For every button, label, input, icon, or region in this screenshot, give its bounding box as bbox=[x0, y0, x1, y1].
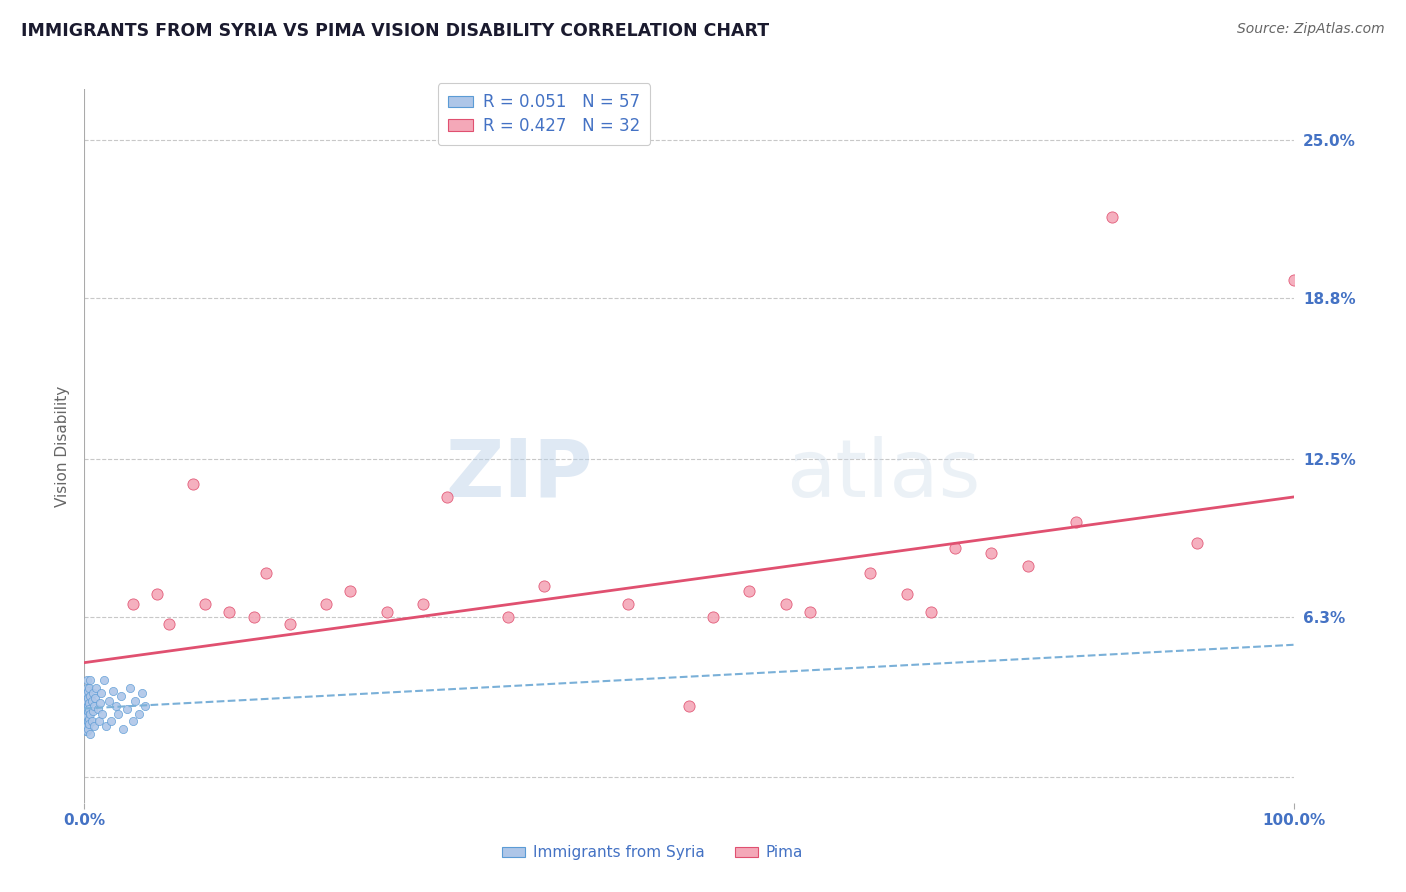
Point bbox=[77, 714, 100, 729]
Point bbox=[77, 701, 100, 715]
Point bbox=[375, 605, 398, 619]
Point bbox=[412, 597, 434, 611]
Point bbox=[76, 686, 98, 700]
Point bbox=[75, 706, 97, 721]
Point bbox=[678, 698, 700, 713]
Point bbox=[86, 701, 108, 715]
Text: atlas: atlas bbox=[786, 435, 980, 514]
Text: Source: ZipAtlas.com: Source: ZipAtlas.com bbox=[1237, 22, 1385, 37]
Point bbox=[339, 584, 361, 599]
Point bbox=[76, 719, 98, 733]
Point bbox=[100, 714, 122, 729]
Point bbox=[920, 605, 942, 619]
Point bbox=[1101, 210, 1123, 224]
Point bbox=[75, 724, 97, 739]
Point bbox=[94, 719, 117, 733]
Point bbox=[896, 587, 918, 601]
Point bbox=[77, 712, 100, 726]
Point bbox=[103, 683, 125, 698]
Point bbox=[859, 566, 882, 581]
Point bbox=[799, 605, 821, 619]
Point bbox=[83, 719, 105, 733]
Point bbox=[76, 701, 98, 715]
Point bbox=[120, 681, 142, 695]
Point bbox=[496, 609, 519, 624]
Point bbox=[77, 683, 100, 698]
Point bbox=[121, 597, 143, 611]
Point bbox=[104, 698, 127, 713]
Point bbox=[315, 597, 337, 611]
Point bbox=[533, 579, 555, 593]
Point bbox=[218, 605, 240, 619]
Point bbox=[738, 584, 761, 599]
Point bbox=[1282, 273, 1305, 287]
Point bbox=[77, 698, 100, 713]
Point bbox=[115, 701, 138, 715]
Point bbox=[980, 546, 1002, 560]
Point bbox=[943, 541, 966, 555]
Point bbox=[76, 724, 98, 739]
Point bbox=[75, 698, 97, 713]
Point bbox=[702, 609, 724, 624]
Point bbox=[79, 673, 101, 688]
Point bbox=[77, 716, 100, 731]
Point bbox=[80, 694, 103, 708]
Y-axis label: Vision Disability: Vision Disability bbox=[55, 385, 70, 507]
Point bbox=[82, 704, 104, 718]
Point bbox=[76, 709, 98, 723]
Point bbox=[83, 698, 105, 713]
Point bbox=[121, 714, 143, 729]
Point bbox=[80, 714, 103, 729]
Text: IMMIGRANTS FROM SYRIA VS PIMA VISION DISABILITY CORRELATION CHART: IMMIGRANTS FROM SYRIA VS PIMA VISION DIS… bbox=[21, 22, 769, 40]
Point bbox=[112, 722, 135, 736]
Point bbox=[77, 691, 100, 706]
Point bbox=[77, 704, 100, 718]
Point bbox=[87, 714, 110, 729]
Point bbox=[77, 697, 100, 711]
Point bbox=[84, 691, 107, 706]
Point bbox=[79, 689, 101, 703]
Point bbox=[436, 490, 458, 504]
Point bbox=[128, 706, 150, 721]
Point bbox=[93, 673, 115, 688]
Point bbox=[79, 706, 101, 721]
Point bbox=[1064, 516, 1087, 530]
Point bbox=[86, 681, 108, 695]
Point bbox=[107, 706, 129, 721]
Point bbox=[75, 714, 97, 729]
Point bbox=[775, 597, 797, 611]
Point bbox=[75, 689, 97, 703]
Point bbox=[194, 597, 217, 611]
Point bbox=[146, 587, 169, 601]
Point bbox=[82, 686, 104, 700]
Point bbox=[90, 686, 112, 700]
Point bbox=[1017, 558, 1039, 573]
Point bbox=[110, 689, 132, 703]
Point bbox=[91, 706, 114, 721]
Legend: Immigrants from Syria, Pima: Immigrants from Syria, Pima bbox=[496, 839, 810, 866]
Text: ZIP: ZIP bbox=[444, 435, 592, 514]
Point bbox=[1185, 536, 1208, 550]
Point bbox=[76, 681, 98, 695]
Point bbox=[242, 609, 264, 624]
Point bbox=[254, 566, 277, 581]
Point bbox=[97, 694, 120, 708]
Point bbox=[79, 727, 101, 741]
Point bbox=[124, 694, 146, 708]
Point bbox=[77, 681, 100, 695]
Point bbox=[131, 686, 153, 700]
Point bbox=[76, 694, 98, 708]
Point bbox=[77, 722, 100, 736]
Point bbox=[134, 698, 156, 713]
Point bbox=[617, 597, 640, 611]
Point bbox=[157, 617, 180, 632]
Point bbox=[89, 697, 111, 711]
Point bbox=[76, 673, 98, 688]
Point bbox=[278, 617, 301, 632]
Point bbox=[181, 477, 204, 491]
